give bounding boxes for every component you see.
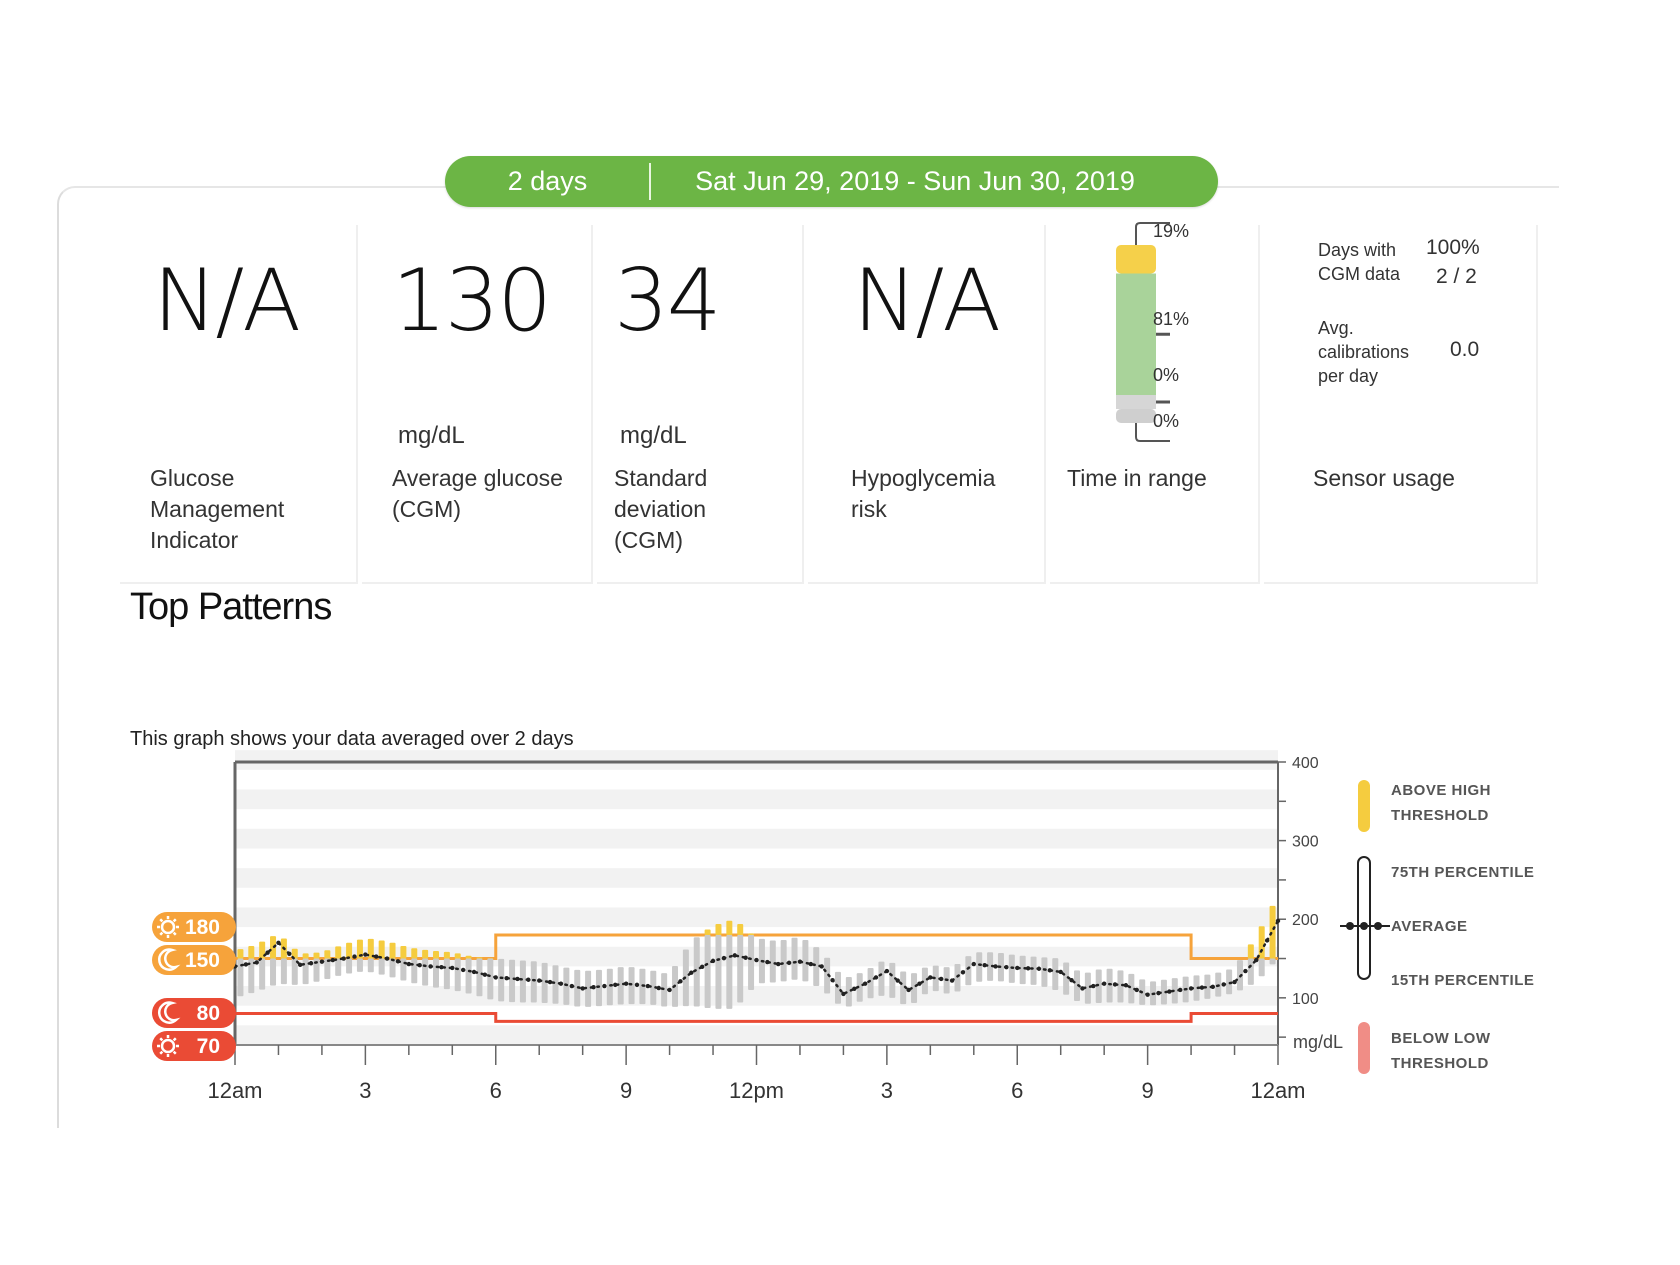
- tir-above-leader: [1135, 222, 1170, 245]
- gmi-value: N/A: [153, 251, 301, 351]
- days-label[interactable]: 2 days: [507, 166, 588, 196]
- metric-standard-deviation: 34 mg/dL Standard deviation (CGM): [597, 225, 804, 584]
- metric-hypoglycemia-risk: N/A Hypoglycemia risk: [808, 225, 1046, 584]
- time-in-range-label: Time in range: [1067, 465, 1207, 491]
- date-range-label[interactable]: Sat Jun 29, 2019 - Sun Jun 30, 2019: [695, 166, 1135, 196]
- tir-low-segment: [1116, 395, 1156, 409]
- days-with-cgm-count: 2 / 2: [1436, 265, 1477, 288]
- average-glucose-value: 130: [392, 251, 552, 351]
- tir-above-segment: [1116, 245, 1156, 274]
- tir-very-low-pct: 0%: [1153, 411, 1180, 431]
- metric-time-in-range: 19% 81% 0% 0% Time in range: [1050, 221, 1260, 584]
- legend-average: AVERAGE: [1391, 918, 1468, 935]
- metric-average-glucose: 130 mg/dL Average glucose (CGM): [362, 225, 593, 584]
- avg-calibrations-value: 0.0: [1450, 338, 1480, 361]
- days-with-cgm-label: Days with CGM data: [1318, 240, 1401, 284]
- top-patterns-title: Top Patterns: [130, 586, 332, 628]
- tir-very-low-segment: [1116, 409, 1156, 423]
- tir-low-pct: 0%: [1153, 365, 1180, 385]
- metric-sensor-usage: Days with CGM data 100% 2 / 2 Avg. calib…: [1264, 225, 1538, 584]
- tir-very-low-leader: [1135, 423, 1170, 442]
- sensor-usage-label: Sensor usage: [1313, 465, 1455, 491]
- legend-above-high: ABOVE HIGH THRESHOLD: [1391, 782, 1492, 824]
- avg-calibrations-label: Avg. calibrations per day: [1318, 318, 1410, 386]
- average-glucose-label: Average glucose (CGM): [392, 465, 563, 522]
- tir-in-range-pct: 81%: [1153, 309, 1190, 329]
- legend-below-low: BELOW LOW THRESHOLD: [1391, 1030, 1491, 1072]
- tir-in-range-segment: [1116, 273, 1156, 395]
- legend-15th-percentile: 15TH PERCENTILE: [1391, 972, 1535, 989]
- gmi-label: Glucose Management Indicator: [150, 465, 285, 553]
- graph-note: This graph shows your data averaged over…: [130, 728, 574, 750]
- metric-gmi: N/A Glucose Management Indicator: [120, 225, 358, 584]
- hypoglycemia-risk-value: N/A: [853, 251, 1001, 351]
- date-range-selector[interactable]: 2 days Sat Jun 29, 2019 - Sun Jun 30, 20…: [445, 156, 1218, 207]
- days-with-cgm-pct: 100%: [1426, 236, 1480, 259]
- standard-deviation-value: 34: [614, 251, 721, 351]
- hypoglycemia-risk-label: Hypoglycemia risk: [851, 465, 996, 522]
- tir-above-pct: 19%: [1153, 221, 1190, 241]
- legend-75th-percentile: 75TH PERCENTILE: [1391, 864, 1535, 881]
- standard-deviation-unit: mg/dL: [620, 422, 687, 449]
- pill-divider: [649, 163, 651, 200]
- time-in-range-bar: [1116, 222, 1170, 442]
- average-glucose-unit: mg/dL: [398, 422, 465, 449]
- standard-deviation-label: Standard deviation (CGM): [614, 465, 708, 553]
